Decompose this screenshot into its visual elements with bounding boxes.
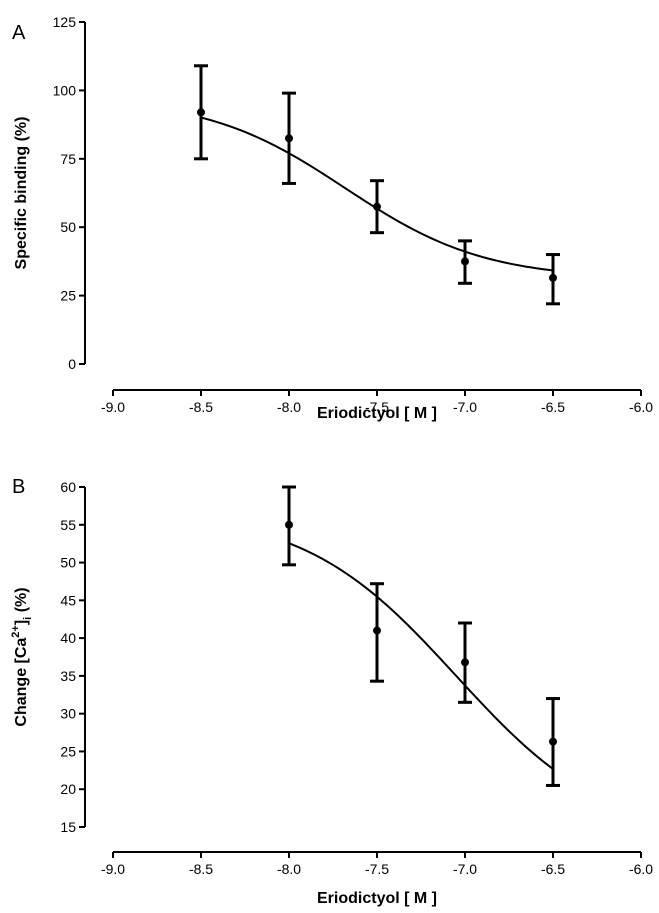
x-tick-label-b: -8.5 <box>189 861 213 877</box>
y-tick-label-a: 0 <box>68 356 76 372</box>
panel-b: B 15 20 25 30 35 40 45 50 55 60 -9.0 -8.5 -8.0 -7.5 -… <box>10 476 653 907</box>
data-point-b <box>549 737 557 746</box>
x-tick-label-a: -8.5 <box>189 399 213 415</box>
data-point-a <box>197 108 205 117</box>
y-tick-label-b: 35 <box>60 668 76 684</box>
data-point-b <box>373 626 381 635</box>
x-tick-label-b: -6.0 <box>629 861 653 877</box>
x-axis-label-a: Eriodictyol [ M ] <box>317 405 437 422</box>
x-tick-label-b: -6.5 <box>541 861 565 877</box>
panel-letter-a: A <box>12 22 26 44</box>
data-point-a <box>461 257 469 266</box>
x-tick-label-a: -9.0 <box>101 399 125 415</box>
y-tick-label-b: 25 <box>60 743 76 759</box>
x-tick-label-a: -6.5 <box>541 399 565 415</box>
y-tick-label-b: 20 <box>60 781 76 797</box>
y-tick-label-a: 50 <box>60 219 76 235</box>
x-axis-label-b: Eriodictyol [ M ] <box>317 890 437 907</box>
x-tick-label-a: -6.0 <box>629 399 653 415</box>
data-point-a <box>373 202 381 211</box>
x-tick-label-b: -7.5 <box>365 861 389 877</box>
y-tick-label-b: 50 <box>60 555 76 571</box>
y-tick-label-b: 45 <box>60 592 76 608</box>
x-tick-label-b: -9.0 <box>101 861 125 877</box>
y-tick-label-b: 55 <box>60 517 76 533</box>
y-tick-label-a: 125 <box>53 14 77 30</box>
panel-letter-b: B <box>12 476 25 498</box>
data-point-b <box>285 520 293 529</box>
x-tick-label-b: -8.0 <box>277 861 301 877</box>
x-tick-label-a: -7.5 <box>365 399 389 415</box>
y-tick-label-b: 15 <box>60 819 76 835</box>
y-tick-label-b: 60 <box>60 479 76 495</box>
y-tick-label-a: 25 <box>60 288 76 304</box>
y-axis-label-a: Specific binding (%) <box>13 117 30 270</box>
y-tick-label-b: 30 <box>60 706 76 722</box>
data-point-b <box>461 658 469 667</box>
data-point-a <box>549 273 557 282</box>
y-tick-label-b: 40 <box>60 630 76 646</box>
x-tick-label-a: -8.0 <box>277 399 301 415</box>
y-tick-label-a: 100 <box>53 82 77 98</box>
data-point-a <box>285 134 293 143</box>
x-tick-label-b: -7.0 <box>453 861 477 877</box>
fit-curve-b <box>288 542 554 770</box>
panel-a: A 0 25 50 75 100 125 -9.0 -8.5 -8.0 -7.5 -7.0 -6.5… <box>12 14 653 422</box>
y-axis-label-b: Change [Ca2+]i (%) <box>10 587 34 726</box>
x-tick-label-a: -7.0 <box>453 399 477 415</box>
y-tick-label-a: 75 <box>60 151 76 167</box>
